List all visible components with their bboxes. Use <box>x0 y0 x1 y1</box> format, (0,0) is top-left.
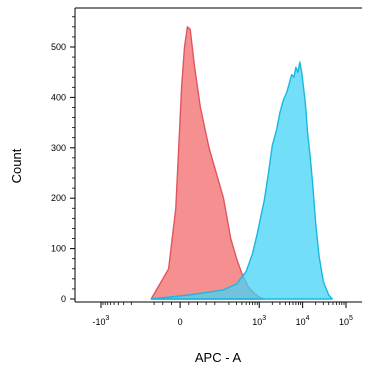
y-tick-label: 400 <box>51 92 66 102</box>
series-layer <box>150 26 333 300</box>
axes-layer: 0 100 200 300 400 500 -103 0 103 104 105 <box>51 16 353 327</box>
x-tick-label: 104 <box>296 315 310 327</box>
series-area-1 <box>150 26 265 300</box>
series-area-2 <box>150 61 333 300</box>
y-axis-title: Count <box>9 148 24 183</box>
y-tick-label: 200 <box>51 193 66 203</box>
x-tick-label: 0 <box>178 317 183 327</box>
y-tick-label: 500 <box>51 42 66 52</box>
y-tick-label: 100 <box>51 244 66 254</box>
x-axis-title: APC - A <box>195 350 242 365</box>
y-tick-label: 300 <box>51 143 66 153</box>
x-tick-label: 105 <box>339 315 353 327</box>
x-tick-label: -103 <box>93 315 110 327</box>
y-tick-label: 0 <box>61 294 66 304</box>
x-tick-label: 103 <box>252 315 266 327</box>
